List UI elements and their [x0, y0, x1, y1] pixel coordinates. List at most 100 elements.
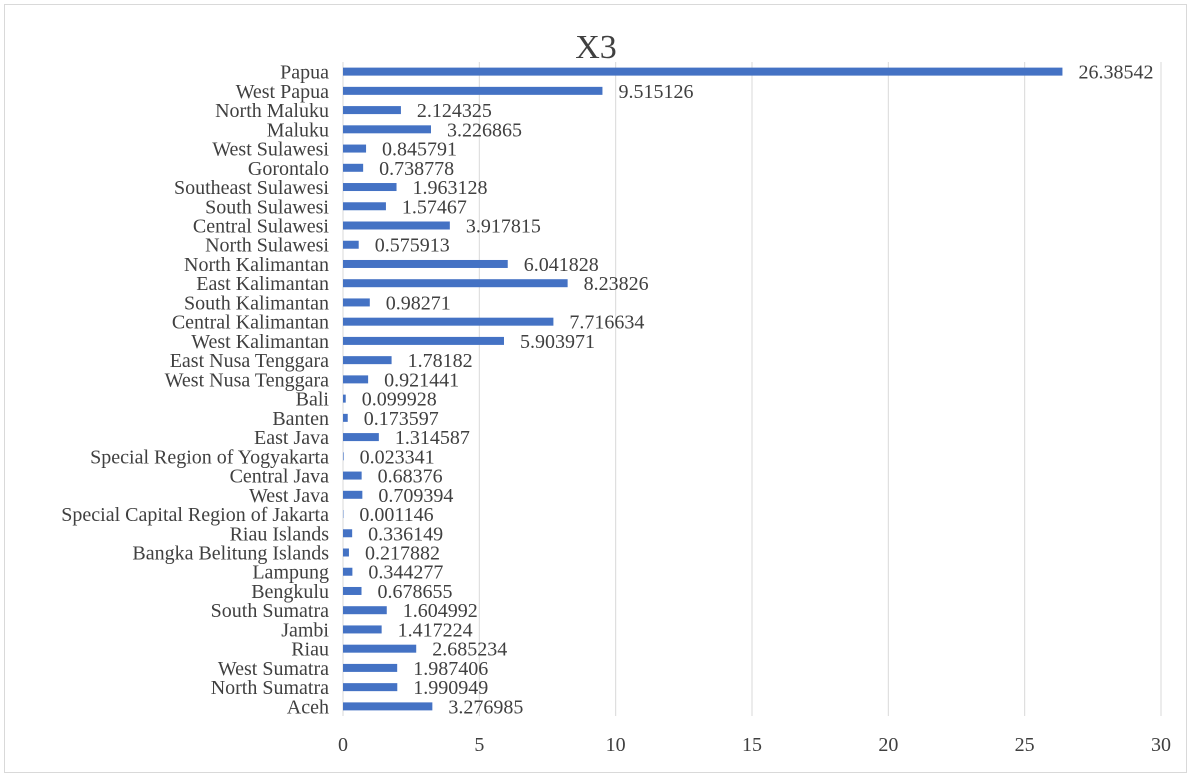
bar: [343, 259, 508, 268]
category-label: North Sumatra: [211, 677, 329, 699]
category-label: Special Capital Region of Jakarta: [61, 504, 329, 526]
x-axis-ticks: 0 5 10 15 20 25 30: [338, 734, 1171, 756]
bar: [343, 221, 450, 230]
x-tick-label: 25: [1015, 734, 1035, 756]
bar: [343, 529, 353, 538]
bar: [343, 586, 362, 595]
x-tick-label: 5: [474, 734, 484, 756]
bar: [343, 86, 603, 95]
bar: [343, 644, 417, 653]
data-label: 3.226865: [447, 119, 522, 141]
bar: [343, 356, 392, 365]
data-label: 0.336149: [368, 523, 443, 545]
category-label: Central Sulawesi: [193, 216, 330, 238]
bar: [343, 279, 568, 288]
bar: [343, 471, 362, 480]
x-tick-label: 10: [606, 734, 626, 756]
bar: [343, 106, 401, 115]
x-tick-label: 30: [1151, 734, 1171, 756]
data-label: 26.38542: [1078, 62, 1153, 84]
category-label: North Maluku: [215, 100, 329, 122]
category-label: Jambi: [281, 619, 329, 641]
bar: [343, 163, 364, 172]
data-label: 7.716634: [569, 312, 644, 334]
bar: [343, 606, 387, 615]
category-label: South Sumatra: [211, 600, 329, 622]
category-label: Central Java: [230, 466, 330, 488]
data-label: 3.276985: [448, 696, 523, 718]
bar: [343, 683, 398, 692]
bar: [343, 183, 397, 192]
bar: [343, 317, 554, 326]
data-label: 0.709394: [378, 485, 453, 507]
bar: [343, 548, 349, 557]
category-label: Gorontalo: [248, 158, 329, 180]
category-label: East Java: [254, 427, 329, 449]
category-label: Riau: [291, 639, 329, 661]
bar: [343, 394, 346, 403]
bar: [343, 625, 382, 634]
bar: [343, 663, 398, 672]
data-label: 0.001146: [359, 504, 433, 526]
category-label: Banten: [272, 408, 329, 430]
data-label: 8.23826: [584, 273, 649, 295]
bar: [343, 240, 359, 249]
data-label: 1.78182: [408, 350, 473, 372]
data-label: 1.990949: [413, 677, 488, 699]
category-label: East Nusa Tenggara: [170, 350, 329, 372]
bar: [343, 375, 369, 384]
category-label: Bengkulu: [251, 581, 329, 603]
data-label: 0.98271: [386, 292, 451, 314]
category-label: South Sulawesi: [205, 196, 329, 218]
bar: [343, 567, 353, 576]
category-label: Central Kalimantan: [172, 312, 329, 334]
value-labels: 3.2769851.9909491.9874062.6852341.417224…: [359, 62, 1153, 719]
category-label: Aceh: [287, 696, 329, 718]
chart-title: X3: [575, 29, 617, 66]
data-label: 1.417224: [398, 619, 473, 641]
bar: [343, 67, 1063, 76]
data-label: 0.344277: [368, 562, 443, 584]
category-label: Special Region of Yogyakarta: [90, 446, 329, 468]
category-label: West Papua: [236, 81, 329, 103]
data-label: 0.217882: [365, 543, 440, 565]
bar: [343, 490, 363, 499]
data-label: 0.68376: [378, 466, 443, 488]
bar: [343, 413, 348, 422]
data-label: 1.604992: [403, 600, 478, 622]
chart-frame: [4, 4, 1187, 773]
data-label: 1.57467: [402, 196, 467, 218]
bar: [343, 298, 370, 307]
category-label: Maluku: [267, 119, 329, 141]
data-label: 1.987406: [413, 658, 488, 680]
bar: [343, 202, 386, 211]
category-label: West Nusa Tenggara: [165, 369, 329, 391]
category-label: North Kalimantan: [184, 254, 329, 276]
bar: [343, 433, 379, 442]
bar: [343, 452, 344, 461]
data-label: 9.515126: [618, 81, 693, 103]
data-label: 0.921441: [384, 369, 459, 391]
data-label: 0.023341: [360, 446, 435, 468]
category-label: West Sumatra: [218, 658, 329, 680]
category-label: West Kalimantan: [191, 331, 329, 353]
data-label: 1.314587: [395, 427, 470, 449]
category-label: Papua: [280, 62, 329, 84]
category-label: West Sulawesi: [212, 139, 329, 161]
category-label: West Java: [249, 485, 329, 507]
category-label: Riau Islands: [230, 523, 330, 545]
category-label: Lampung: [252, 562, 329, 584]
data-label: 3.917815: [466, 216, 541, 238]
category-label: North Sulawesi: [205, 235, 329, 257]
data-label: 0.173597: [364, 408, 439, 430]
category-label: East Kalimantan: [196, 273, 329, 295]
x-tick-label: 20: [878, 734, 898, 756]
category-label: Bali: [296, 389, 330, 411]
data-label: 1.963128: [413, 177, 488, 199]
data-label: 0.575913: [375, 235, 450, 257]
bars: [343, 67, 1063, 711]
data-label: 2.124325: [417, 100, 492, 122]
bar: [343, 702, 433, 711]
